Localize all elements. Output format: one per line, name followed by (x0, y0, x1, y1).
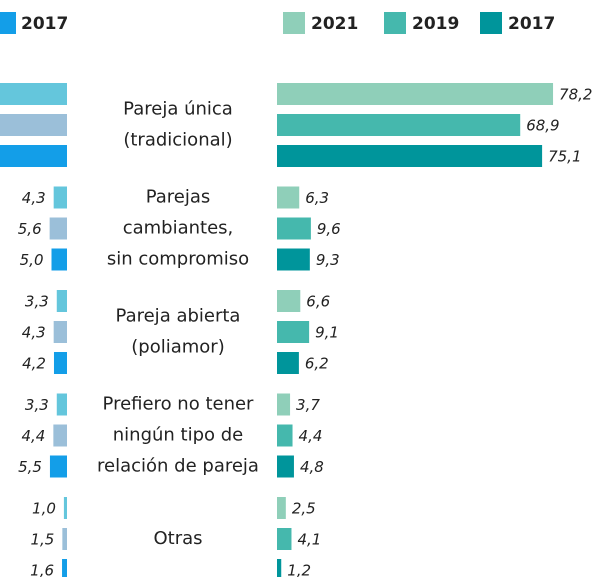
bar (56, 290, 67, 312)
value-label: 4,3 (22, 324, 46, 342)
bar (277, 145, 543, 167)
bar (49, 217, 67, 240)
bar (53, 321, 67, 343)
category-line: cambiantes, (123, 218, 234, 239)
bar (49, 455, 67, 478)
category-label: Pareja abierta (poliamor) (116, 306, 241, 358)
value-label: 4,4 (22, 427, 46, 445)
value-label: 68,9 (526, 117, 559, 135)
bar (53, 352, 67, 374)
bar (277, 321, 310, 343)
value-label: 6,3 (305, 189, 329, 207)
bar (277, 217, 311, 240)
bar (0, 145, 67, 167)
category-line: (tradicional) (123, 130, 232, 151)
legend-label: 2021 (311, 14, 358, 34)
legend-swatch (480, 12, 502, 34)
bar (277, 83, 554, 105)
bar (277, 528, 292, 550)
category-line: Parejas (146, 187, 211, 208)
bar (0, 83, 67, 105)
value-label: 4,1 (297, 531, 321, 549)
value-label: 5,5 (18, 458, 42, 476)
category-line: Pareja abierta (116, 306, 241, 327)
bar (277, 114, 521, 136)
legend-label: 2019 (412, 14, 459, 34)
value-label: 1,2 (287, 562, 311, 577)
category-label: Pareja única (tradicional) (123, 99, 233, 151)
value-label: 78,2 (559, 86, 592, 104)
bar (277, 424, 293, 447)
legend-swatch (0, 12, 16, 34)
value-label: 6,6 (306, 293, 330, 311)
bar (53, 186, 67, 209)
value-label: 9,6 (317, 220, 341, 238)
bar (277, 248, 310, 271)
bar (62, 559, 67, 577)
category-line: relación de pareja (97, 456, 259, 477)
value-label: 2,5 (292, 500, 316, 518)
category-line: sin compromiso (107, 249, 249, 270)
bar (277, 455, 294, 478)
legend-label: 2017 (21, 14, 68, 34)
value-label: 3,3 (25, 396, 49, 414)
value-label: 1,0 (32, 500, 56, 518)
category-line: ningún tipo de (113, 425, 244, 446)
value-label: 4,3 (22, 189, 46, 207)
value-label: 5,0 (20, 251, 44, 269)
value-label: 4,4 (299, 427, 323, 445)
value-label: 6,2 (305, 355, 329, 373)
value-label: 9,3 (316, 251, 340, 269)
bar (277, 186, 300, 209)
value-label: 4,2 (22, 355, 46, 373)
value-label: 9,1 (315, 324, 339, 342)
value-label: 3,7 (296, 396, 320, 414)
category-line: Prefiero no tener (103, 394, 255, 415)
value-label: 1,5 (30, 531, 54, 549)
bar (62, 528, 67, 550)
category-label: Otras (153, 528, 202, 549)
value-label: 3,3 (25, 293, 49, 311)
bar (277, 352, 299, 374)
category-label: Prefiero no tener ningún tipo de relación … (97, 394, 259, 477)
bar (277, 497, 286, 519)
category-line: Otras (153, 528, 202, 549)
value-label: 5,6 (18, 220, 42, 238)
category-line: Pareja única (123, 99, 233, 120)
bar (51, 248, 67, 271)
legend-swatch (283, 12, 305, 34)
category-label: Parejas cambiantes, sin compromiso (107, 187, 249, 270)
bar (53, 424, 67, 447)
bar (63, 497, 67, 519)
legend-swatch (384, 12, 406, 34)
legend-label: 2017 (508, 14, 555, 34)
bar (56, 393, 67, 416)
value-label: 75,1 (548, 148, 581, 166)
bar (277, 290, 301, 312)
category-line: (poliamor) (131, 337, 224, 358)
bar (0, 114, 67, 136)
value-label: 4,8 (300, 458, 324, 476)
bar (277, 559, 282, 577)
value-label: 1,6 (30, 562, 54, 577)
bar (277, 393, 291, 416)
